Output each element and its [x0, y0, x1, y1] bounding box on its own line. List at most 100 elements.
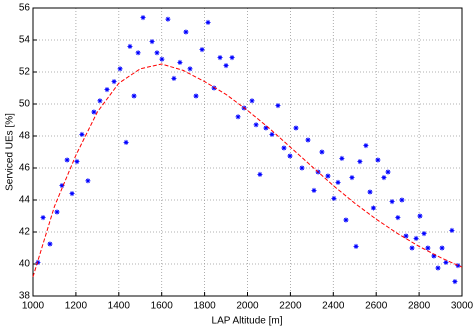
data-point — [104, 87, 110, 93]
data-point — [131, 93, 137, 99]
x-tick-label: 2400 — [322, 301, 345, 312]
data-point — [335, 179, 341, 185]
data-point — [269, 131, 275, 137]
data-point — [443, 259, 449, 265]
data-point — [263, 125, 269, 131]
y-tick-label: 50 — [19, 99, 31, 110]
y-tick-label: 44 — [19, 195, 31, 206]
data-point — [331, 195, 337, 201]
data-point — [59, 183, 65, 189]
data-point — [367, 189, 373, 195]
y-tick-label: 52 — [19, 67, 31, 78]
data-point — [455, 263, 461, 269]
y-tick-label: 54 — [19, 35, 31, 46]
data-point — [381, 175, 387, 181]
x-tick-label: 2000 — [236, 301, 259, 312]
x-axis-label: LAP Altitude [m] — [212, 316, 283, 327]
data-point — [431, 253, 437, 259]
data-point — [287, 153, 293, 159]
data-point — [439, 245, 445, 251]
data-point — [375, 157, 381, 163]
data-point — [325, 173, 331, 179]
y-axis-label: Serviced UEs [%] — [5, 113, 16, 191]
data-point — [257, 171, 263, 177]
data-point — [339, 155, 345, 161]
data-point — [305, 137, 311, 143]
data-point — [357, 159, 363, 165]
data-point — [111, 79, 117, 85]
data-point — [421, 231, 427, 237]
data-point — [425, 245, 431, 251]
y-tick-label: 56 — [19, 3, 31, 14]
x-tick-label: 2600 — [365, 301, 388, 312]
data-point — [140, 15, 146, 21]
data-point — [417, 213, 423, 219]
data-point — [79, 131, 85, 137]
y-tick-label: 46 — [19, 163, 31, 174]
data-point — [97, 98, 103, 104]
data-point — [449, 227, 455, 233]
data-point — [363, 143, 369, 149]
data-point — [117, 66, 123, 72]
data-point — [205, 19, 211, 25]
data-point — [135, 50, 141, 56]
y-tick-label: 48 — [19, 131, 31, 142]
data-point — [47, 241, 53, 247]
y-tick-label: 42 — [19, 227, 31, 238]
data-point — [403, 233, 409, 239]
data-point — [249, 98, 255, 104]
data-point — [275, 103, 281, 109]
y-tick-label: 40 — [19, 259, 31, 270]
data-point — [409, 245, 415, 251]
data-point — [183, 29, 189, 35]
data-point — [413, 235, 419, 241]
data-point — [69, 191, 75, 197]
data-point — [370, 205, 376, 211]
data-point — [177, 59, 183, 65]
data-point — [127, 43, 133, 49]
data-point — [187, 66, 193, 72]
data-point — [159, 56, 165, 62]
data-point — [235, 114, 241, 120]
data-point — [223, 63, 229, 69]
x-tick-label: 1200 — [65, 301, 88, 312]
data-point — [435, 265, 441, 271]
data-point — [91, 109, 97, 115]
data-point — [395, 215, 401, 221]
x-tick-label: 2800 — [408, 301, 431, 312]
data-point — [343, 217, 349, 223]
data-point — [311, 187, 317, 193]
data-point — [293, 125, 299, 131]
data-point — [154, 50, 160, 56]
data-point — [199, 47, 205, 53]
data-point — [349, 175, 355, 181]
data-point — [85, 178, 91, 184]
data-point — [399, 197, 405, 203]
data-point — [40, 215, 46, 221]
data-point — [165, 16, 171, 22]
x-tick-label: 1000 — [22, 301, 45, 312]
data-point — [281, 145, 287, 151]
data-point — [149, 39, 155, 45]
x-tick-label: 2200 — [279, 301, 302, 312]
data-point — [74, 159, 80, 165]
data-point — [35, 259, 41, 265]
data-point — [319, 149, 325, 155]
x-tick-label: 1600 — [151, 301, 174, 312]
x-tick-label: 1800 — [193, 301, 216, 312]
data-point — [64, 157, 70, 163]
y-tick-label: 38 — [19, 291, 31, 302]
data-point — [123, 139, 129, 145]
data-point — [229, 55, 235, 61]
fit-curve — [32, 63, 463, 277]
data-point — [193, 93, 199, 99]
plot-frame — [32, 7, 463, 297]
data-point — [171, 75, 177, 81]
data-point — [452, 279, 458, 285]
data-point — [253, 122, 259, 128]
data-point — [389, 199, 395, 205]
data-point — [54, 209, 60, 215]
data-point — [353, 243, 359, 249]
data-point — [217, 55, 223, 61]
